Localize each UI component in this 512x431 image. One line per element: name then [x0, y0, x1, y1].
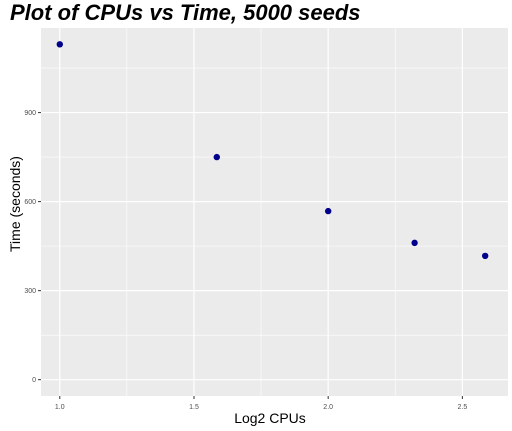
- x-tick-label: 2.0: [323, 404, 333, 411]
- data-point: [411, 239, 418, 247]
- y-tick-label: 0: [32, 377, 36, 384]
- x-axis-label: Log2 CPUs: [234, 410, 306, 426]
- data-point: [56, 41, 63, 48]
- x-axis-ticks: 1.0 1.5 2.0 2.5: [55, 396, 467, 411]
- chart-title: Plot of CPUs vs Time, 5000 seeds: [10, 0, 361, 25]
- y-axis-ticks: 0 300 600 900: [24, 110, 41, 384]
- y-axis-label: Time (seconds): [7, 156, 23, 252]
- x-tick-label: 2.5: [458, 404, 468, 411]
- y-tick-label: 900: [24, 110, 36, 117]
- y-tick-label: 600: [24, 199, 36, 206]
- x-tick-label: 1.0: [55, 404, 65, 411]
- minor-gridlines: [41, 28, 508, 396]
- plot-panel: [41, 28, 508, 396]
- data-point: [481, 252, 489, 260]
- y-tick-label: 300: [24, 288, 36, 295]
- x-tick-label: 1.5: [189, 404, 199, 411]
- data-point: [213, 153, 220, 161]
- data-points: [56, 41, 489, 260]
- data-point: [324, 207, 332, 215]
